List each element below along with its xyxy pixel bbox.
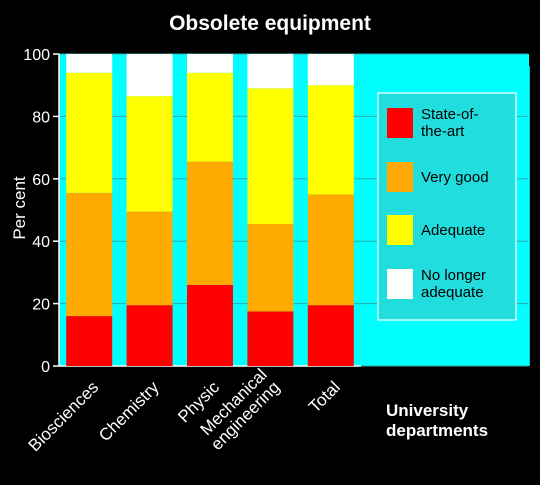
- y-tick-label: 0: [41, 359, 50, 376]
- x-tick-label: Total: [305, 378, 344, 417]
- legend-label: Adequate: [421, 222, 485, 239]
- bar-segment-state-of-the-art: [126, 305, 173, 366]
- legend-swatch: [387, 162, 413, 192]
- legend-label: the-art: [421, 123, 465, 140]
- x-tick-label-group: Total: [305, 378, 344, 417]
- legend-label: No longer: [421, 267, 486, 284]
- bar-segment-adequate: [126, 96, 173, 212]
- y-tick-label: 100: [23, 47, 50, 64]
- bar-segment-state-of-the-art: [187, 284, 233, 366]
- y-tick-label: 40: [32, 234, 50, 251]
- bar-segment-state-of-the-art: [66, 316, 113, 366]
- bar-segment-no-longer-adequate: [307, 54, 354, 86]
- bar-segment-state-of-the-art: [247, 311, 294, 366]
- x-tick-label-group: Biosciences: [25, 378, 103, 456]
- bar-segment-adequate: [247, 88, 294, 225]
- x-axis-label-line: departments: [386, 421, 488, 440]
- legend-label: Very good: [421, 169, 489, 186]
- x-axis-label: University departments: [386, 401, 488, 440]
- bar-segment-very-good: [187, 161, 233, 285]
- bar-segment-adequate: [307, 85, 354, 195]
- bar-segment-no-longer-adequate: [126, 54, 173, 97]
- legend-label: State-of-: [421, 106, 479, 123]
- legend-swatch: [387, 215, 413, 245]
- bar-segment-very-good: [126, 211, 173, 306]
- bar-segment-no-longer-adequate: [247, 54, 294, 89]
- bar-segment-no-longer-adequate: [187, 54, 233, 73]
- bar-segment-very-good: [66, 192, 113, 317]
- bar-segment-very-good: [247, 224, 294, 312]
- x-tick-label-group: Chemistry: [95, 377, 163, 445]
- x-tick-label: Chemistry: [95, 377, 163, 445]
- bar-segment-adequate: [187, 72, 233, 162]
- y-tick-label: 20: [32, 297, 50, 314]
- legend-swatch: [387, 108, 413, 138]
- legend-swatch: [387, 269, 413, 299]
- y-tick-label: 60: [32, 172, 50, 189]
- bar-segment-state-of-the-art: [307, 305, 354, 366]
- bar-segment-very-good: [307, 194, 354, 306]
- chart-title: Obsolete equipment: [169, 12, 371, 35]
- bar-segment-adequate: [66, 72, 113, 193]
- y-tick-label: 80: [32, 109, 50, 126]
- legend-label: adequate: [421, 284, 484, 301]
- x-axis-label-line: University: [386, 401, 469, 420]
- y-axis-label: Per cent: [10, 176, 29, 240]
- x-tick-label: Biosciences: [25, 378, 103, 456]
- bar-segment-no-longer-adequate: [66, 54, 113, 73]
